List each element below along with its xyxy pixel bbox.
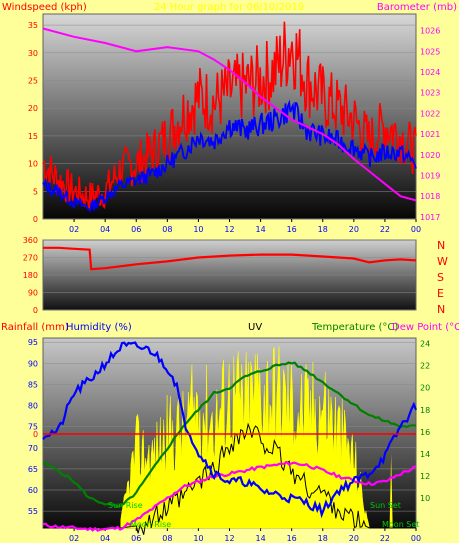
temperature-tick-label: 10 [420, 494, 430, 503]
barometer-series [42, 27, 417, 202]
rain-zero-label: 0 [33, 430, 38, 439]
left-tick-label: 30 [28, 49, 38, 58]
right-tick-label: 1024 [420, 68, 440, 77]
direction-panel-ticks: 0 90 180 270 360 [23, 236, 38, 315]
x-tick-label: 16 [287, 534, 297, 543]
x-tick-label: 10 [193, 534, 203, 543]
left-tick-label: 15 [28, 132, 38, 141]
x-tick-label: 02 [69, 534, 79, 543]
sunrise-marker: Sun Rise [108, 501, 143, 510]
x-tick-label: 16 [287, 225, 297, 234]
left-tick-label: 20 [28, 104, 38, 113]
wind-panel-series [42, 21, 417, 213]
windspeed-axis-label: Windspeed (kph) [2, 2, 87, 13]
rainfall-axis-label: Rainfall (mm) [1, 322, 69, 333]
direction-tick-label: 0 [33, 306, 38, 315]
x-tick-label: 20 [349, 534, 359, 543]
right-tick-label: 1018 [420, 192, 440, 201]
direction-tick-label: 90 [28, 289, 38, 298]
right-tick-label: 1021 [420, 130, 440, 139]
direction-tick-label: 180 [23, 271, 38, 280]
humidity-tick-label: 75 [28, 423, 38, 432]
x-tick-label: 18 [318, 534, 328, 543]
compass-label: W [437, 255, 448, 268]
right-tick-label: 1017 [420, 213, 440, 222]
x-tick-label: 20 [349, 225, 359, 234]
temperature-tick-label: 18 [420, 406, 430, 415]
x-tick-label: 08 [162, 225, 172, 234]
x-tick-label: 12 [224, 534, 234, 543]
direction-tick-label: 360 [23, 236, 38, 245]
compass-label: N [437, 303, 445, 316]
x-tick-label: 22 [380, 534, 390, 543]
moonset-marker: Moon Set [382, 520, 419, 529]
dewpoint-axis-label: Dew Point (°C [392, 322, 459, 333]
humidity-axis-label: Humidity (%) [66, 322, 132, 333]
right-tick-label: 1026 [420, 27, 440, 36]
average-wind-series [42, 99, 417, 213]
x-tick-label: 06 [131, 225, 141, 234]
x-tick-label: 14 [255, 534, 265, 543]
x-tick-label: 00 [411, 534, 421, 543]
x-tick-label: 00 [411, 225, 421, 234]
temperature-axis-label: Temperature (°C) [311, 322, 398, 333]
humidity-panel-series [42, 341, 418, 535]
x-tick-label: 06 [131, 534, 141, 543]
graph-title: 24 Hour graph for 06/10/2019 [154, 2, 304, 13]
x-tick-label: 04 [100, 225, 110, 234]
wind-direction-series [43, 246, 417, 271]
uv-spike [389, 453, 393, 528]
temperature-tick-label: 14 [420, 450, 430, 459]
right-tick-label: 1020 [420, 151, 440, 160]
x-tick-label: 04 [100, 534, 110, 543]
compass-label: N [437, 239, 445, 252]
left-tick-label: 25 [28, 76, 38, 85]
temperature-tick-label: 12 [420, 472, 430, 481]
left-tick-label: 5 [33, 187, 38, 196]
x-tick-label: 10 [193, 225, 203, 234]
sunset-marker: Sun Set [370, 501, 401, 510]
right-tick-label: 1019 [420, 172, 440, 181]
humidity-tick-label: 95 [28, 338, 38, 347]
right-tick-label: 1022 [420, 109, 440, 118]
barometer-axis-label: Barometer (mb) [377, 2, 457, 13]
x-tick-label: 12 [224, 225, 234, 234]
left-tick-label: 0 [33, 215, 38, 224]
humidity-tick-label: 55 [28, 507, 38, 516]
wind-panel-ticks: 0510152025303510171018101910201021102210… [28, 21, 441, 234]
x-tick-label: 02 [69, 225, 79, 234]
left-tick-label: 10 [28, 160, 38, 169]
humidity-tick-label: 70 [28, 444, 38, 453]
temperature-tick-label: 22 [420, 362, 430, 371]
direction-tick-label: 270 [23, 254, 38, 263]
temperature-series [42, 361, 417, 508]
temperature-tick-label: 16 [420, 428, 430, 437]
windspeed-series [42, 21, 417, 211]
x-tick-label: 22 [380, 225, 390, 234]
humidity-tick-label: 65 [28, 465, 38, 474]
x-tick-label: 18 [318, 225, 328, 234]
uv-axis-label: UV [248, 322, 262, 333]
compass-label: S [437, 271, 444, 284]
temperature-tick-label: 24 [420, 340, 430, 349]
humidity-tick-label: 80 [28, 402, 38, 411]
moonrise-marker: Moon Rise [130, 520, 171, 529]
humidity-series [42, 341, 418, 519]
compass-label: E [437, 287, 444, 300]
direction-panel-series [43, 246, 417, 271]
x-tick-label: 08 [162, 534, 172, 543]
x-tick-label: 14 [255, 225, 265, 234]
humidity-tick-label: 90 [28, 359, 38, 368]
right-tick-label: 1023 [420, 89, 440, 98]
left-tick-label: 35 [28, 21, 38, 30]
humidity-panel-ticks: 55 60 65 70 75 80 85 90 95 10 12 14 16 18 20 22 24 02 04 06… [28, 338, 430, 543]
humidity-tick-label: 60 [28, 486, 38, 495]
right-tick-label: 1025 [420, 47, 440, 56]
humidity-tick-label: 85 [28, 380, 38, 389]
temperature-tick-label: 20 [420, 384, 430, 393]
